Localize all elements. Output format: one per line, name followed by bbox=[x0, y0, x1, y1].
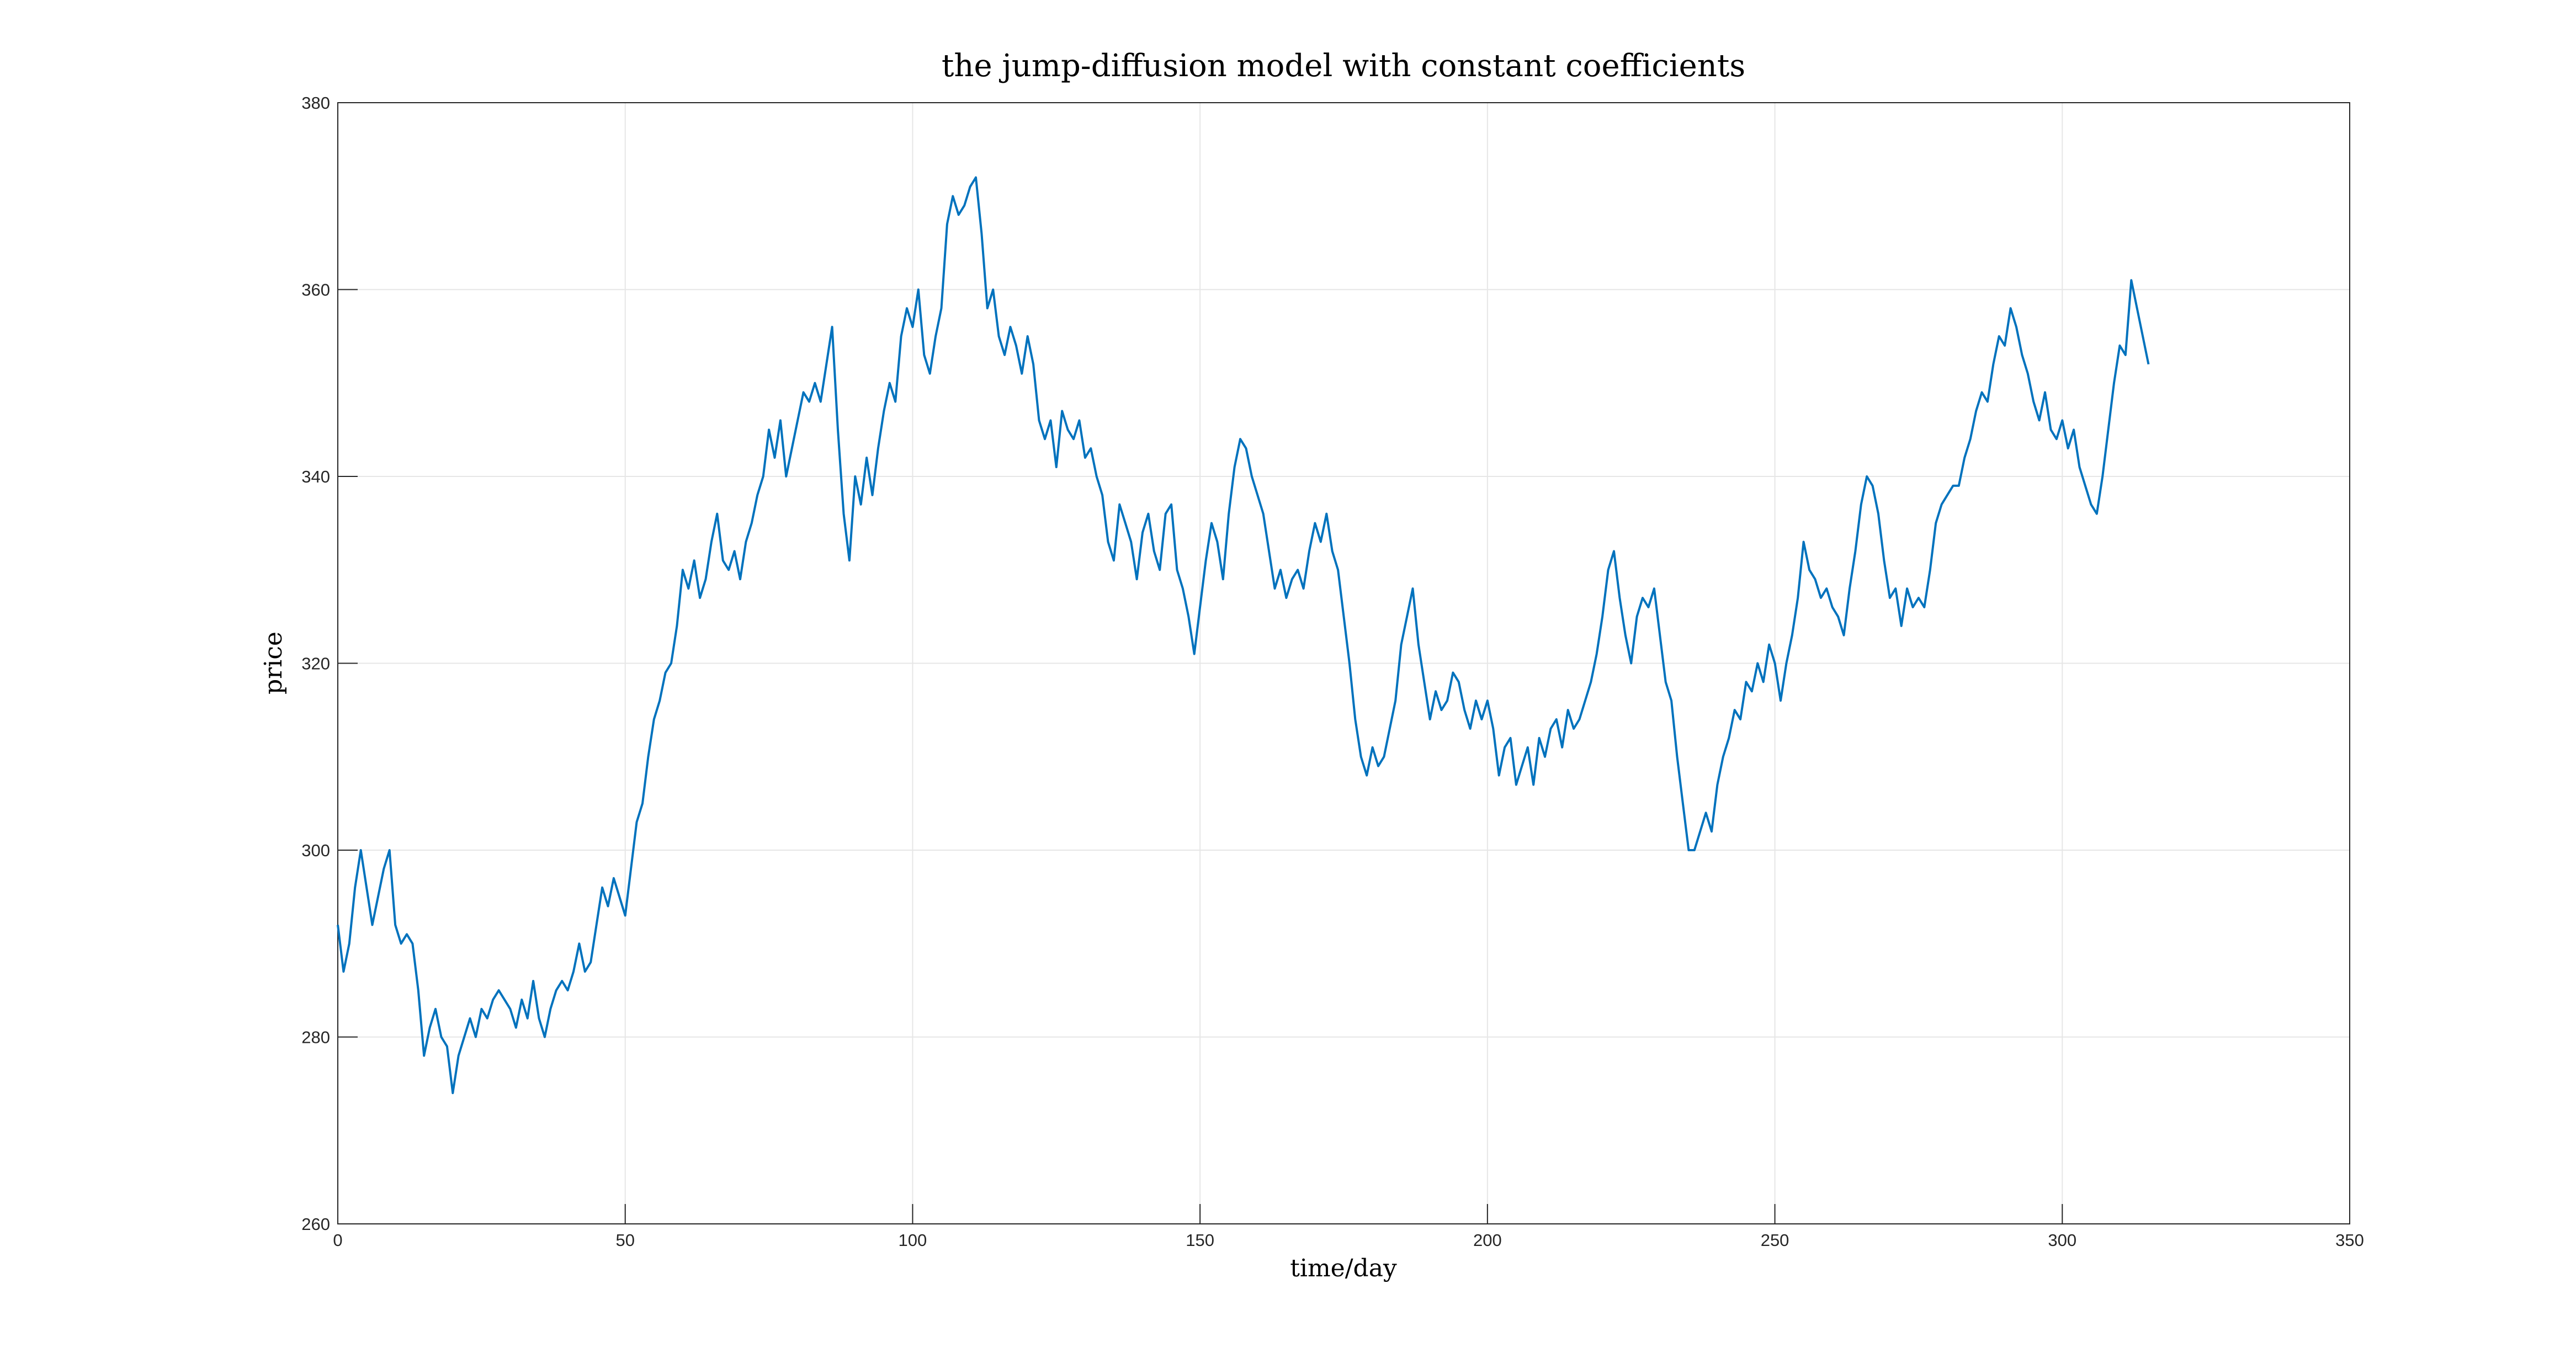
x-tick-label: 250 bbox=[1761, 1231, 1789, 1250]
x-axis-label: time/day bbox=[1290, 1254, 1397, 1282]
y-tick-label: 260 bbox=[301, 1214, 330, 1234]
y-tick-label: 280 bbox=[301, 1028, 330, 1047]
y-tick-label: 320 bbox=[301, 654, 330, 673]
x-tick-label: 350 bbox=[2335, 1231, 2364, 1250]
y-axis-label: price bbox=[259, 632, 288, 694]
y-tick-label: 360 bbox=[301, 280, 330, 300]
x-tick-label: 150 bbox=[1186, 1231, 1214, 1250]
chart-title: the jump-diffusion model with constant c… bbox=[942, 48, 1745, 84]
axes-box bbox=[337, 102, 2350, 1224]
x-tick-label: 300 bbox=[2048, 1231, 2076, 1250]
y-tick-label: 380 bbox=[301, 93, 330, 113]
x-tick-label: 0 bbox=[333, 1231, 342, 1250]
x-tick-label: 50 bbox=[615, 1231, 634, 1250]
x-tick-label: 200 bbox=[1473, 1231, 1502, 1250]
x-tick-label: 100 bbox=[899, 1231, 927, 1250]
y-tick-label: 340 bbox=[301, 467, 330, 486]
y-tick-label: 300 bbox=[301, 841, 330, 860]
price-line bbox=[337, 176, 2150, 1094]
